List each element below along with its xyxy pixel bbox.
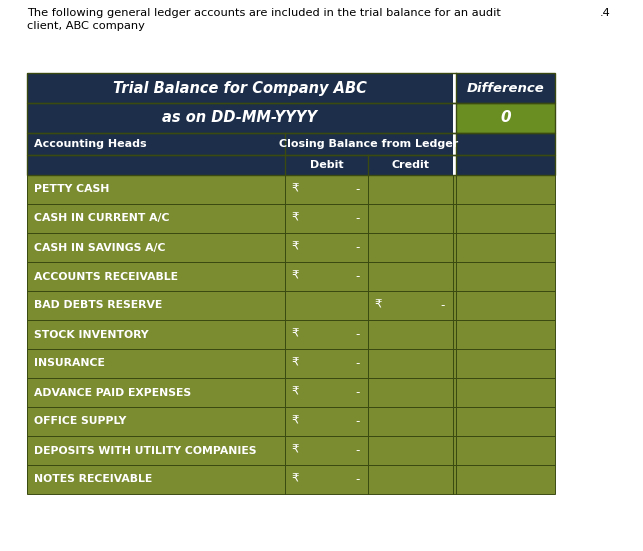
Text: ₹: ₹ bbox=[291, 444, 298, 457]
Bar bbox=[27, 291, 555, 320]
Text: CASH IN SAVINGS A/C: CASH IN SAVINGS A/C bbox=[34, 242, 165, 252]
Text: NOTES RECEIVABLE: NOTES RECEIVABLE bbox=[34, 474, 152, 484]
Bar bbox=[27, 436, 555, 465]
Text: INSURANCE: INSURANCE bbox=[34, 359, 105, 369]
Bar bbox=[27, 407, 555, 436]
Bar bbox=[27, 103, 453, 133]
Bar bbox=[27, 133, 285, 155]
Text: -: - bbox=[356, 415, 360, 428]
Bar bbox=[285, 155, 368, 175]
Text: ₹: ₹ bbox=[291, 241, 298, 254]
Text: ₹: ₹ bbox=[291, 212, 298, 225]
Bar bbox=[27, 262, 555, 291]
Bar bbox=[27, 378, 555, 407]
Text: ACCOUNTS RECEIVABLE: ACCOUNTS RECEIVABLE bbox=[34, 272, 178, 282]
Text: Trial Balance for Company ABC: Trial Balance for Company ABC bbox=[113, 80, 367, 95]
Text: -: - bbox=[356, 444, 360, 457]
Text: Closing Balance from Ledger: Closing Balance from Ledger bbox=[279, 139, 458, 149]
Text: .4: .4 bbox=[600, 8, 611, 18]
Bar bbox=[27, 262, 555, 291]
Bar bbox=[27, 291, 555, 320]
Bar bbox=[285, 133, 453, 155]
Text: -: - bbox=[356, 241, 360, 254]
Text: -: - bbox=[356, 357, 360, 370]
Bar bbox=[27, 103, 555, 133]
Text: CASH IN CURRENT A/C: CASH IN CURRENT A/C bbox=[34, 213, 170, 224]
Text: The following general ledger accounts are included in the trial balance for an a: The following general ledger accounts ar… bbox=[27, 8, 501, 18]
Text: ₹: ₹ bbox=[291, 183, 298, 196]
Text: client, ABC company: client, ABC company bbox=[27, 21, 145, 31]
Text: BAD DEBTS RESERVE: BAD DEBTS RESERVE bbox=[34, 300, 162, 311]
Bar bbox=[27, 349, 555, 378]
Bar bbox=[27, 436, 555, 465]
Bar bbox=[27, 155, 285, 175]
Bar bbox=[27, 465, 555, 494]
Bar bbox=[27, 204, 555, 233]
Text: -: - bbox=[356, 386, 360, 399]
Text: OFFICE SUPPLY: OFFICE SUPPLY bbox=[34, 417, 127, 426]
Bar bbox=[27, 349, 555, 378]
Text: Accounting Heads: Accounting Heads bbox=[34, 139, 147, 149]
Text: ADVANCE PAID EXPENSES: ADVANCE PAID EXPENSES bbox=[34, 387, 191, 397]
Bar bbox=[27, 73, 555, 103]
Bar bbox=[27, 155, 555, 175]
Bar bbox=[27, 378, 555, 407]
Text: ₹: ₹ bbox=[291, 357, 298, 370]
Bar bbox=[456, 73, 555, 103]
Text: DEPOSITS WITH UTILITY COMPANIES: DEPOSITS WITH UTILITY COMPANIES bbox=[34, 446, 257, 456]
Text: -: - bbox=[356, 473, 360, 486]
Text: -: - bbox=[356, 212, 360, 225]
Text: ₹: ₹ bbox=[291, 328, 298, 341]
Bar bbox=[27, 320, 555, 349]
Text: -: - bbox=[356, 328, 360, 341]
Text: Difference: Difference bbox=[467, 82, 545, 95]
Bar bbox=[27, 320, 555, 349]
Text: 0: 0 bbox=[500, 111, 511, 126]
Text: ₹: ₹ bbox=[291, 473, 298, 486]
Text: as on DD-MM-YYYY: as on DD-MM-YYYY bbox=[163, 111, 318, 126]
Bar bbox=[456, 103, 555, 133]
Text: Credit: Credit bbox=[392, 160, 430, 170]
Bar bbox=[27, 204, 555, 233]
Text: STOCK INVENTORY: STOCK INVENTORY bbox=[34, 329, 149, 339]
Bar bbox=[27, 175, 555, 204]
Bar bbox=[456, 133, 555, 155]
Bar bbox=[27, 407, 555, 436]
Bar bbox=[27, 133, 555, 155]
Text: ₹: ₹ bbox=[374, 299, 381, 312]
Bar bbox=[27, 233, 555, 262]
Bar bbox=[368, 155, 453, 175]
Text: ₹: ₹ bbox=[291, 415, 298, 428]
Bar bbox=[27, 465, 555, 494]
Text: -: - bbox=[356, 270, 360, 283]
Bar bbox=[27, 73, 453, 103]
Bar bbox=[27, 233, 555, 262]
Text: PETTY CASH: PETTY CASH bbox=[34, 185, 109, 195]
Text: ₹: ₹ bbox=[291, 386, 298, 399]
Text: -: - bbox=[356, 183, 360, 196]
Bar bbox=[27, 175, 555, 204]
Bar bbox=[456, 155, 555, 175]
Text: -: - bbox=[440, 299, 445, 312]
Text: Debit: Debit bbox=[310, 160, 343, 170]
Text: ₹: ₹ bbox=[291, 270, 298, 283]
